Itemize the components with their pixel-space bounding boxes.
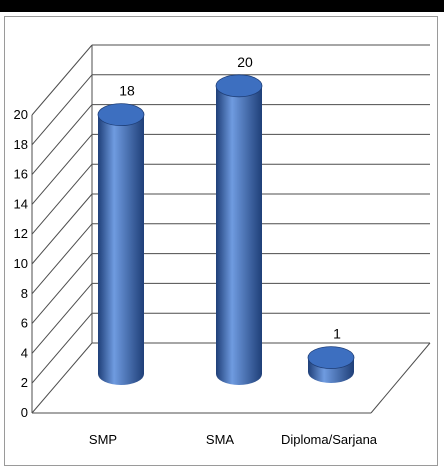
axis-lines bbox=[31, 45, 431, 414]
y-tick-label: 14 bbox=[14, 196, 28, 211]
data-label: 18 bbox=[119, 83, 135, 99]
y-tick-label: 8 bbox=[21, 286, 28, 301]
category-label: SMP bbox=[89, 432, 117, 447]
y-tick-label: 16 bbox=[14, 167, 28, 182]
gridline-side bbox=[31, 253, 93, 324]
bar-Diploma/Sarjana bbox=[307, 346, 355, 383]
category-labels: SMP SMA Diploma/Sarjana bbox=[89, 432, 378, 447]
bar-SMA bbox=[215, 74, 263, 386]
y-tick-label: 4 bbox=[21, 345, 28, 360]
gridline-side bbox=[31, 104, 93, 175]
top-black-bar bbox=[0, 0, 444, 12]
y-tick-label: 20 bbox=[14, 107, 28, 122]
gridline-side bbox=[31, 193, 93, 265]
y-axis-tick-labels: 0 2 4 6 8 10 12 14 16 18 20 bbox=[14, 107, 28, 420]
gridline-side bbox=[31, 44, 93, 116]
y-tick-label: 10 bbox=[14, 256, 28, 271]
bar-top bbox=[307, 346, 355, 369]
y-tick-label: 18 bbox=[14, 137, 28, 152]
bar-body bbox=[98, 114, 144, 385]
bar-body bbox=[216, 85, 262, 386]
y-tick-label: 6 bbox=[21, 316, 28, 331]
gridline-side bbox=[31, 134, 93, 205]
bar-top bbox=[97, 103, 145, 127]
y-tick-label: 0 bbox=[21, 405, 28, 420]
chart-frame: 0 2 4 6 8 10 12 14 16 18 20 SMP SMA Diploma/Sarjana … bbox=[4, 16, 438, 466]
category-label: SMA bbox=[206, 432, 235, 447]
gridline-side bbox=[31, 223, 93, 295]
category-label: Diploma/Sarjana bbox=[281, 432, 378, 447]
gridline-side bbox=[31, 342, 93, 414]
gridline-side bbox=[31, 74, 93, 146]
gridline-side bbox=[31, 312, 93, 384]
y-tick-label: 2 bbox=[21, 375, 28, 390]
y-tick-label: 12 bbox=[14, 226, 28, 241]
bar-SMP bbox=[97, 103, 145, 385]
data-label: 1 bbox=[333, 326, 341, 342]
data-labels: 18 20 1 bbox=[119, 54, 341, 342]
data-label: 20 bbox=[237, 54, 253, 70]
bar-top bbox=[215, 74, 263, 98]
bars bbox=[97, 74, 355, 386]
gridline-side bbox=[31, 163, 93, 235]
floor-right-edge bbox=[370, 342, 431, 414]
gridline-side bbox=[31, 283, 93, 354]
